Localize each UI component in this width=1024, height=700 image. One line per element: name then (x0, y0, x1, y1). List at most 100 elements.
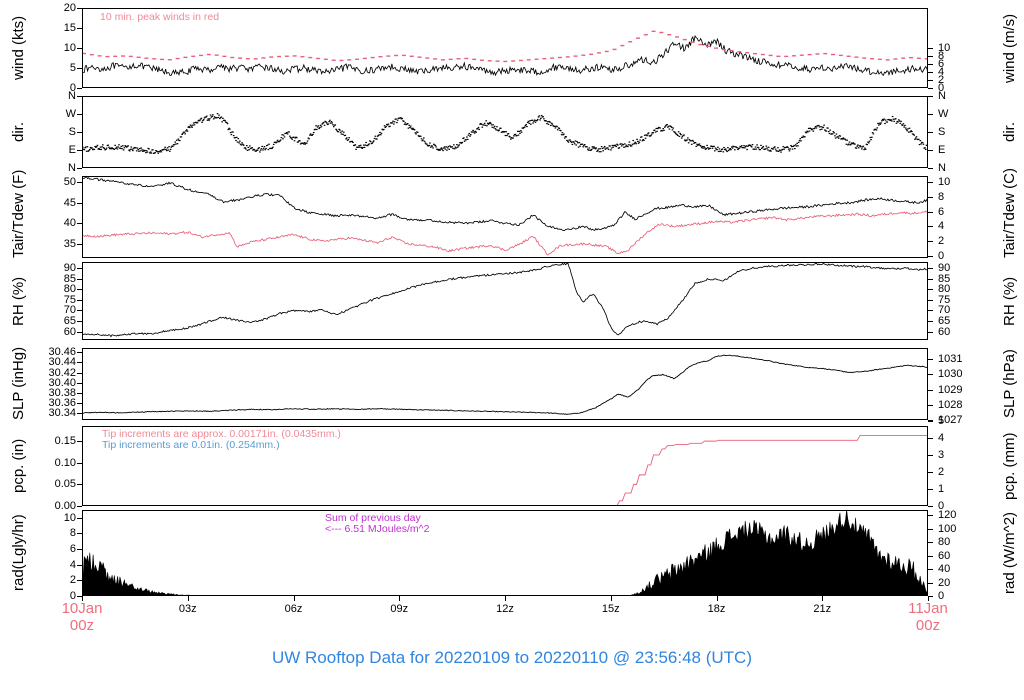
x-tick-label-3: 12z (496, 603, 514, 615)
y-tickmark-left-temp-3 (77, 182, 82, 184)
y-tick-left-rad-2: 4 (69, 558, 76, 571)
y-tick-right-temp-4: 8 (938, 190, 945, 203)
y-tick-right-rad-0: 0 (938, 590, 945, 602)
y-tick-right-temp-5: 10 (938, 176, 951, 189)
series-temp-1 (83, 210, 927, 256)
y-tick-right-rh-6: 90 (938, 262, 951, 275)
y-tickmark-left-dir-2 (77, 132, 82, 133)
y-tickmark-right-rh-2 (928, 310, 933, 312)
y-tickmark-left-rh-2 (77, 310, 82, 312)
y-tickmark-left-wind-2 (77, 48, 82, 49)
y-tickmark-right-rh-5 (928, 278, 933, 280)
y-tickmark-left-wind-1 (77, 68, 82, 69)
y-tickmark-right-wind-0 (928, 88, 933, 89)
x-axis-end-date: 11Jan (908, 600, 948, 617)
annotation-pcp-1: Tip increments are 0.01in. (0.254mm.) (102, 439, 280, 451)
y-tickmark-right-pcp-5 (928, 420, 933, 422)
plot-box-wind (82, 8, 928, 88)
y-tick-left-rad-1: 2 (69, 574, 76, 587)
plot-box-pcp (82, 426, 928, 506)
y-tick-right-dir-3: W (938, 108, 949, 120)
y-tick-left-temp-2: 45 (63, 196, 76, 209)
y-tickmark-right-dir-0 (928, 168, 933, 169)
y-tickmark-left-rad-4 (77, 533, 82, 535)
y-tick-right-rad-4: 80 (938, 536, 951, 549)
y-tick-right-rh-5: 85 (938, 272, 951, 285)
y-tickmark-right-temp-0 (928, 255, 933, 257)
series-rad-0 (83, 511, 927, 595)
series-wind-0 (83, 34, 927, 77)
y-tick-left-rad-3: 6 (69, 543, 76, 556)
y-tick-left-temp-0: 35 (63, 237, 76, 250)
y-tick-right-pcp-4: 4 (938, 431, 945, 444)
y-tick-left-slp-2: 30.38 (48, 386, 76, 399)
x-tickmark-1 (293, 596, 295, 601)
y-tickmark-right-dir-4 (928, 96, 933, 97)
y-tick-right-pcp-3: 3 (938, 448, 945, 461)
y-tick-right-rh-2: 70 (938, 304, 951, 317)
y-tickmark-right-rh-3 (928, 299, 933, 301)
y-tick-left-rh-6: 90 (63, 262, 76, 275)
y-tickmark-left-rh-3 (77, 299, 82, 301)
x-tickmark-2 (399, 596, 401, 601)
y-tickmark-left-pcp-1 (77, 484, 82, 486)
y-tick-right-slp-0: 1027 (938, 413, 963, 426)
x-tick-label-2: 09z (390, 603, 409, 615)
y-tick-right-wind-3: 6 (938, 58, 945, 70)
y-tick-right-rad-3: 60 (938, 549, 951, 562)
y-tickmark-left-rh-1 (77, 321, 82, 323)
series-pcp-0 (616, 435, 927, 505)
y-tick-left-slp-0: 30.34 (48, 407, 76, 420)
y-tick-left-slp-6: 30.46 (48, 346, 76, 359)
y-tick-left-dir-1: E (68, 144, 76, 156)
y-tick-right-pcp-1: 1 (938, 482, 945, 495)
y-tick-left-wind-4: 20 (63, 2, 76, 14)
plot-box-rh (82, 262, 928, 340)
y-tick-left-rad-4: 8 (69, 527, 76, 540)
y-tick-left-pcp-1: 0.05 (54, 478, 76, 491)
y-tickmark-left-wind-0 (77, 88, 82, 89)
y-tickmark-right-temp-1 (928, 241, 933, 243)
y-tickmark-right-pcp-0 (928, 506, 933, 507)
y-tickmark-left-temp-2 (77, 202, 82, 204)
x-tickmark-6 (822, 596, 824, 601)
y-tickmark-right-slp-4 (928, 359, 933, 361)
x-axis-start-time: 00z (69, 617, 95, 635)
y-tickmark-right-temp-2 (928, 226, 933, 228)
y-tickmark-right-dir-1 (928, 150, 933, 151)
y-tickmark-left-temp-0 (77, 243, 82, 245)
y-tick-right-pcp-2: 2 (938, 465, 945, 478)
y-tick-right-dir-4: N (938, 90, 946, 102)
y-tickmark-right-wind-1 (928, 80, 933, 81)
x-tick-label-4: 15z (601, 603, 620, 615)
y-tickmark-right-rad-3 (928, 555, 933, 557)
series-dir-0 (83, 113, 927, 154)
y-tick-right-slp-4: 1031 (938, 353, 963, 366)
y-tick-left-pcp-0: 0.00 (54, 500, 76, 512)
y-tickmark-left-pcp-3 (77, 441, 82, 443)
y-tickmark-left-pcp-2 (77, 462, 82, 464)
y-tick-right-temp-2: 4 (938, 220, 945, 233)
y-tick-right-pcp-0: 0 (938, 500, 945, 512)
y-tickmark-left-rh-4 (77, 289, 82, 291)
y-tickmark-right-temp-3 (928, 211, 933, 213)
y-tick-right-dir-2: S (938, 126, 946, 138)
x-axis-start-date: 10Jan (61, 600, 103, 617)
x-tick-label-0: 03z (178, 603, 197, 615)
trace-canvas-wind (83, 30, 927, 77)
y-tickmark-right-rad-2 (928, 569, 933, 571)
y-tickmark-left-rad-0 (77, 596, 82, 597)
y-tick-left-rad-0: 0 (69, 590, 76, 602)
y-tick-right-temp-1: 2 (938, 235, 945, 248)
y-tick-left-rh-5: 85 (63, 272, 76, 285)
y-tickmark-right-rad-0 (928, 596, 933, 597)
trace-canvas-pcp (616, 435, 927, 505)
y-tick-right-wind-5: 10 (938, 42, 951, 54)
y-tickmark-left-pcp-0 (77, 506, 82, 507)
y-tick-left-dir-2: S (68, 126, 76, 138)
y-tickmark-right-slp-2 (928, 389, 933, 391)
trace-canvas-rad (83, 511, 927, 595)
y-axis-label-right-slp: SLP (hPa) (1001, 349, 1018, 419)
y-tickmark-right-dir-3 (928, 114, 933, 115)
y-tick-right-rad-6: 120 (938, 509, 957, 522)
